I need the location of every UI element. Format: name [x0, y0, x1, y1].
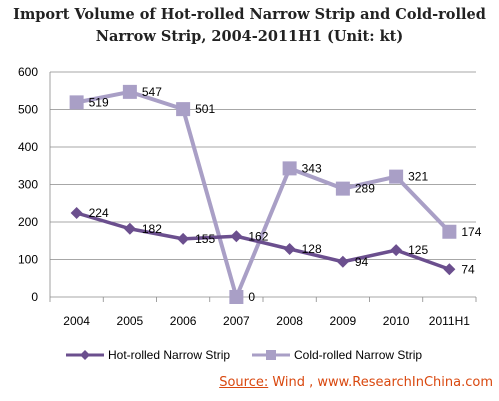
x-tick-label-2011H1: 2011H1 — [429, 314, 470, 328]
hot-point-2010 — [390, 244, 403, 257]
cold-data-label-2006: 501 — [195, 102, 215, 116]
source-text: Wind , www.ResearchInChina.com — [268, 375, 493, 390]
hot-point-2008 — [283, 243, 296, 255]
x-tick-label-2004: 2004 — [63, 314, 90, 328]
x-tick-label-2005: 2005 — [117, 314, 144, 328]
source-label: Source: — [219, 375, 269, 390]
x-tick-label-2010: 2010 — [383, 314, 410, 328]
chart-title: Import Volume of Hot-rolled Narrow Strip… — [0, 4, 499, 48]
hot-point-2004 — [70, 207, 83, 219]
cold-point-2005 — [122, 84, 137, 99]
cold-data-label-2005: 547 — [142, 85, 162, 99]
chart-title-line-2: Narrow Strip, 2004-2011H1 (Unit: kt) — [95, 28, 404, 45]
cold-point-2011H1 — [442, 224, 457, 239]
cold-point-2008 — [282, 161, 297, 176]
cold-point-2010 — [389, 169, 404, 184]
hot-data-label-2005: 182 — [142, 222, 162, 236]
hot-data-label-2006: 155 — [195, 232, 215, 246]
chart-title-line-1: Import Volume of Hot-rolled Narrow Strip… — [13, 6, 486, 23]
x-tick-label-2007: 2007 — [223, 314, 250, 328]
legend-hot-marker — [80, 350, 90, 360]
hot-data-label-2008: 128 — [302, 242, 322, 256]
cold-point-2004 — [69, 95, 84, 110]
hot-point-2007 — [230, 230, 243, 243]
hot-data-label-2009: 94 — [355, 255, 369, 269]
x-tick-label-2009: 2009 — [330, 314, 357, 328]
y-tick-label-500: 500 — [18, 103, 38, 117]
y-tick-label-400: 400 — [18, 140, 38, 154]
hot-data-label-2004: 224 — [89, 206, 109, 220]
hot-point-2009 — [336, 255, 349, 268]
cold-data-label-2007: 0 — [248, 290, 255, 304]
hot-data-label-2011H1: 74 — [461, 262, 475, 276]
y-tick-label-0: 0 — [31, 290, 38, 304]
hot-data-label-2010: 125 — [408, 243, 428, 257]
x-tick-label-2008: 2008 — [276, 314, 303, 328]
legend-cold-label: Cold-rolled Narrow Strip — [294, 348, 422, 362]
y-tick-label-600: 600 — [18, 65, 38, 79]
source-note: Source: Wind , www.ResearchInChina.com — [178, 375, 493, 390]
cold-data-label-2011H1: 174 — [461, 225, 481, 239]
y-tick-label-200: 200 — [18, 215, 38, 229]
hot-data-label-2007: 162 — [248, 229, 268, 243]
hot-point-2005 — [123, 222, 136, 235]
y-tick-label-100: 100 — [18, 253, 38, 267]
cold-data-label-2010: 321 — [408, 170, 428, 184]
series-line-square — [76, 89, 451, 299]
x-tick-label-2006: 2006 — [170, 314, 197, 328]
cold-data-label-2004: 519 — [89, 95, 109, 109]
cold-data-label-2009: 289 — [355, 182, 375, 196]
cold-point-2007 — [229, 290, 244, 304]
y-tick-label-300: 300 — [18, 178, 38, 192]
series-line-diamond — [76, 211, 450, 271]
legend-hot-label: Hot-rolled Narrow Strip — [108, 348, 230, 362]
hot-point-2006 — [177, 232, 190, 245]
legend-cold-marker — [266, 350, 276, 360]
cold-point-2006 — [176, 102, 191, 117]
cold-point-2009 — [335, 181, 350, 196]
cold-data-label-2008: 343 — [302, 161, 322, 175]
hot-point-2011H1 — [443, 263, 456, 276]
